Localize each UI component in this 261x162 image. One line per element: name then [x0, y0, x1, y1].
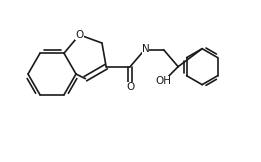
Text: O: O	[75, 30, 84, 40]
Text: OH: OH	[155, 76, 171, 86]
Text: O: O	[126, 82, 134, 93]
Text: N: N	[142, 44, 149, 54]
